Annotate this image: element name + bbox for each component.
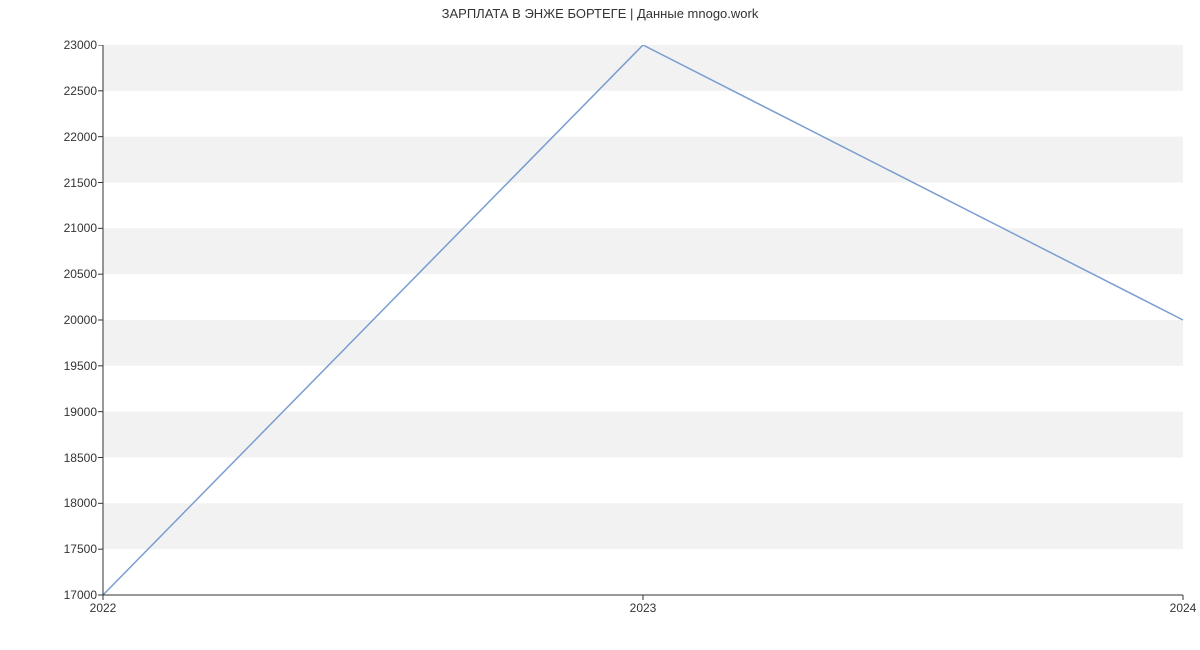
salary-line-chart: ЗАРПЛАТА В ЭНЖЕ БОРТЕГЕ | Данные mnogo.w… — [0, 0, 1200, 650]
y-tick-label: 23000 — [64, 38, 103, 52]
y-tick-label: 19000 — [64, 405, 103, 419]
y-tick-label: 17500 — [64, 542, 103, 556]
plot-area: 1700017500180001850019000195002000020500… — [103, 45, 1183, 595]
y-tick-label: 18500 — [64, 451, 103, 465]
x-tick-label: 2023 — [630, 595, 657, 615]
x-tick-label: 2022 — [90, 595, 117, 615]
y-tick-label: 20500 — [64, 267, 103, 281]
y-tick-label: 19500 — [64, 359, 103, 373]
chart-svg — [98, 45, 1184, 601]
y-tick-label: 22000 — [64, 130, 103, 144]
y-tick-label: 22500 — [64, 84, 103, 98]
x-tick-label: 2024 — [1170, 595, 1197, 615]
y-tick-label: 21500 — [64, 176, 103, 190]
y-tick-label: 20000 — [64, 313, 103, 327]
y-tick-label: 18000 — [64, 496, 103, 510]
y-tick-label: 21000 — [64, 221, 103, 235]
chart-title: ЗАРПЛАТА В ЭНЖЕ БОРТЕГЕ | Данные mnogo.w… — [0, 6, 1200, 21]
